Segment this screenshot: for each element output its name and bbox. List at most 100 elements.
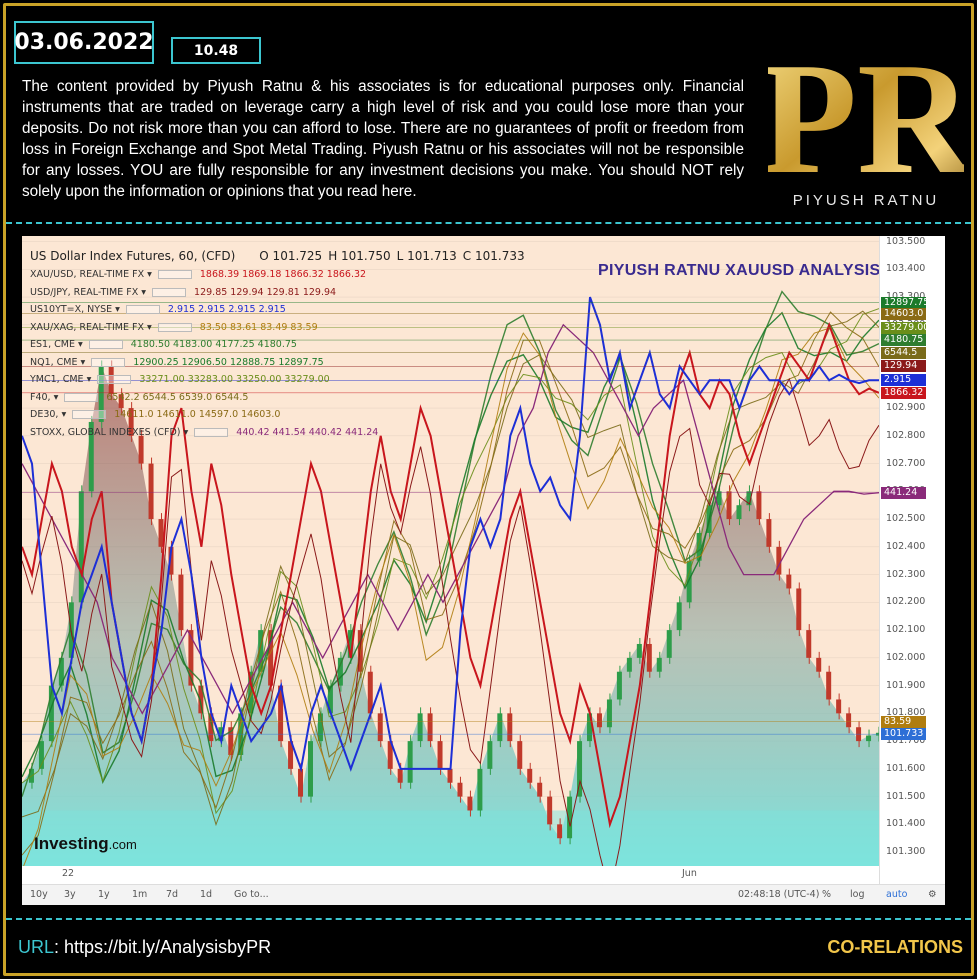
candle-body — [776, 546, 782, 575]
chart-panel[interactable]: US Dollar Index Futures, 60, (CFD) O 101… — [22, 236, 945, 905]
price-tag: 6544.5 — [881, 346, 926, 359]
candle-body — [198, 685, 204, 714]
candle-body — [118, 394, 124, 409]
candle-body — [826, 671, 832, 700]
legend-buttons[interactable] — [88, 340, 123, 350]
legend-row[interactable]: DE30, ▾ 14611.0 14611.0 14597.0 14603.0 — [30, 406, 531, 424]
range-button[interactable]: 7d — [166, 889, 179, 900]
candle-body — [686, 560, 692, 603]
price-tag: 83.59 — [881, 715, 926, 728]
candle-body — [716, 491, 722, 506]
legend-values: 440.42 441.54 440.42 441.24 — [236, 426, 379, 438]
legend-values: 6542.2 6544.5 6539.0 6544.5 — [106, 391, 249, 403]
url-value[interactable]: : https://bit.ly/AnalysisbyPR — [54, 937, 272, 957]
range-button[interactable]: 1d — [200, 889, 213, 900]
legend-buttons[interactable] — [64, 392, 99, 402]
main-high: H 101.750 — [328, 249, 391, 263]
outer-frame — [3, 3, 974, 976]
y-tick-label: 103.400 — [886, 263, 926, 275]
legend-buttons[interactable] — [97, 375, 132, 385]
legend-buttons[interactable] — [194, 427, 229, 437]
range-button[interactable]: 1m — [132, 889, 148, 900]
legend-row[interactable]: XAU/XAG, REAL-TIME FX ▾ 83.50 83.61 83.49… — [30, 319, 531, 337]
time-axis[interactable]: 22 Jun — [22, 866, 879, 884]
legend-buttons[interactable] — [91, 357, 126, 367]
legend-series-name: NQ1, CME ▾ — [30, 356, 86, 368]
candle-body — [527, 768, 533, 783]
legend-values: 12900.25 12906.50 12888.75 12897.75 — [133, 356, 324, 368]
candle-body — [178, 574, 184, 631]
main-close: C 101.733 — [462, 249, 525, 263]
candle-body — [636, 643, 642, 658]
legend-buttons[interactable] — [157, 322, 192, 332]
y-tick-label: 101.800 — [886, 707, 926, 719]
candle-body — [537, 782, 543, 797]
candle-body — [557, 824, 563, 839]
settings-gear-icon[interactable]: ⚙ — [928, 889, 937, 900]
legend-buttons[interactable] — [157, 270, 192, 280]
candle-body — [427, 713, 433, 742]
candle-body — [168, 546, 174, 575]
legend-row[interactable]: F40, ▾ 6542.2 6544.5 6539.0 6544.5 — [30, 389, 531, 407]
logo-letters: PR — [768, 29, 964, 207]
candle-body — [736, 505, 742, 520]
index-line — [22, 308, 879, 815]
legend-row[interactable]: YMC1, CME ▾ 33271.00 33283.00 33250.00 33… — [30, 371, 531, 389]
legend-main-row: US Dollar Index Futures, 60, (CFD) O 101… — [30, 246, 531, 266]
range-button[interactable]: 3y — [64, 889, 76, 900]
candle-body — [507, 713, 513, 742]
legend-values: 83.50 83.61 83.49 83.59 — [199, 321, 318, 333]
price-axis[interactable]: 103.500103.400103.300103.200103.100103.0… — [879, 236, 945, 905]
legend-series-name: F40, ▾ — [30, 391, 59, 403]
candle-body — [577, 741, 583, 797]
main-open: O 101.725 — [259, 249, 323, 263]
y-tick-label: 102.100 — [886, 624, 926, 636]
legend-row[interactable]: NQ1, CME ▾ 12900.25 12906.50 12888.75 128… — [30, 354, 531, 372]
legend-series-name: US10YT=X, NYSE ▾ — [30, 304, 120, 316]
candle-body — [417, 713, 423, 742]
date-badge: 03.06.2022 — [14, 21, 154, 64]
legend-buttons[interactable] — [152, 287, 187, 297]
chart-plot[interactable] — [22, 236, 879, 866]
candle-body — [806, 630, 812, 658]
log-toggle[interactable]: log — [850, 889, 865, 900]
legend-row[interactable]: ES1, CME ▾ 4180.50 4183.00 4177.25 4180.7… — [30, 336, 531, 354]
candle-body — [78, 491, 84, 603]
candle-body — [307, 741, 313, 797]
candle-body — [866, 735, 872, 742]
candle-body — [88, 421, 94, 492]
legend-values: 4180.50 4183.00 4177.25 4180.75 — [130, 339, 297, 351]
legend-buttons[interactable] — [125, 305, 160, 315]
range-button[interactable]: 1y — [98, 889, 110, 900]
legend-row[interactable]: XAU/USD, REAL-TIME FX ▾ 1868.39 1869.18 1… — [30, 266, 531, 284]
candle-body — [477, 768, 483, 811]
candle-body — [437, 741, 443, 769]
candle-body — [138, 435, 144, 464]
y-tick-label: 101.700 — [886, 735, 926, 747]
price-tag: 12897.75 — [881, 296, 929, 309]
candle-body — [337, 657, 343, 686]
main-series-name: US Dollar Index Futures, 60, (CFD) — [30, 249, 236, 263]
range-button[interactable]: 10y — [30, 889, 48, 900]
auto-toggle[interactable]: auto — [886, 889, 908, 900]
legend-row[interactable]: USD/JPY, REAL-TIME FX ▾ 129.85 129.94 129… — [30, 284, 531, 302]
clock-readout: 02:48:18 (UTC-4) — [738, 889, 820, 900]
candle-body — [98, 366, 104, 422]
legend-values: 1868.39 1869.18 1866.32 1866.32 — [199, 269, 367, 281]
disclaimer-text: The content provided by Piyush Ratnu & h… — [22, 78, 744, 200]
legend-buttons[interactable] — [72, 410, 107, 420]
price-tag: 4180.75 — [881, 334, 926, 347]
range-button[interactable]: Go to... — [234, 889, 269, 900]
legend-row[interactable]: STOXX, GLOBAL INDEXES (CFD) ▾ 440.42 441.… — [30, 424, 531, 442]
legend-series-name: XAU/USD, REAL-TIME FX ▾ — [30, 269, 152, 281]
y-tick-label: 102.900 — [886, 402, 926, 414]
candle-body — [128, 408, 134, 436]
xauusd-line — [22, 321, 879, 829]
y-tick-label: 101.500 — [886, 790, 926, 802]
index-line — [22, 310, 879, 827]
footer-url[interactable]: URL: https://bit.ly/AnalysisbyPR — [18, 937, 271, 958]
percent-toggle[interactable]: % — [822, 889, 832, 900]
y-tick-label: 103.300 — [886, 291, 925, 302]
legend-row[interactable]: US10YT=X, NYSE ▾ 2.915 2.915 2.915 2.915 — [30, 301, 531, 319]
chart-title: PIYUSH RATNU XAUUSD ANALYSIS — [598, 262, 881, 279]
